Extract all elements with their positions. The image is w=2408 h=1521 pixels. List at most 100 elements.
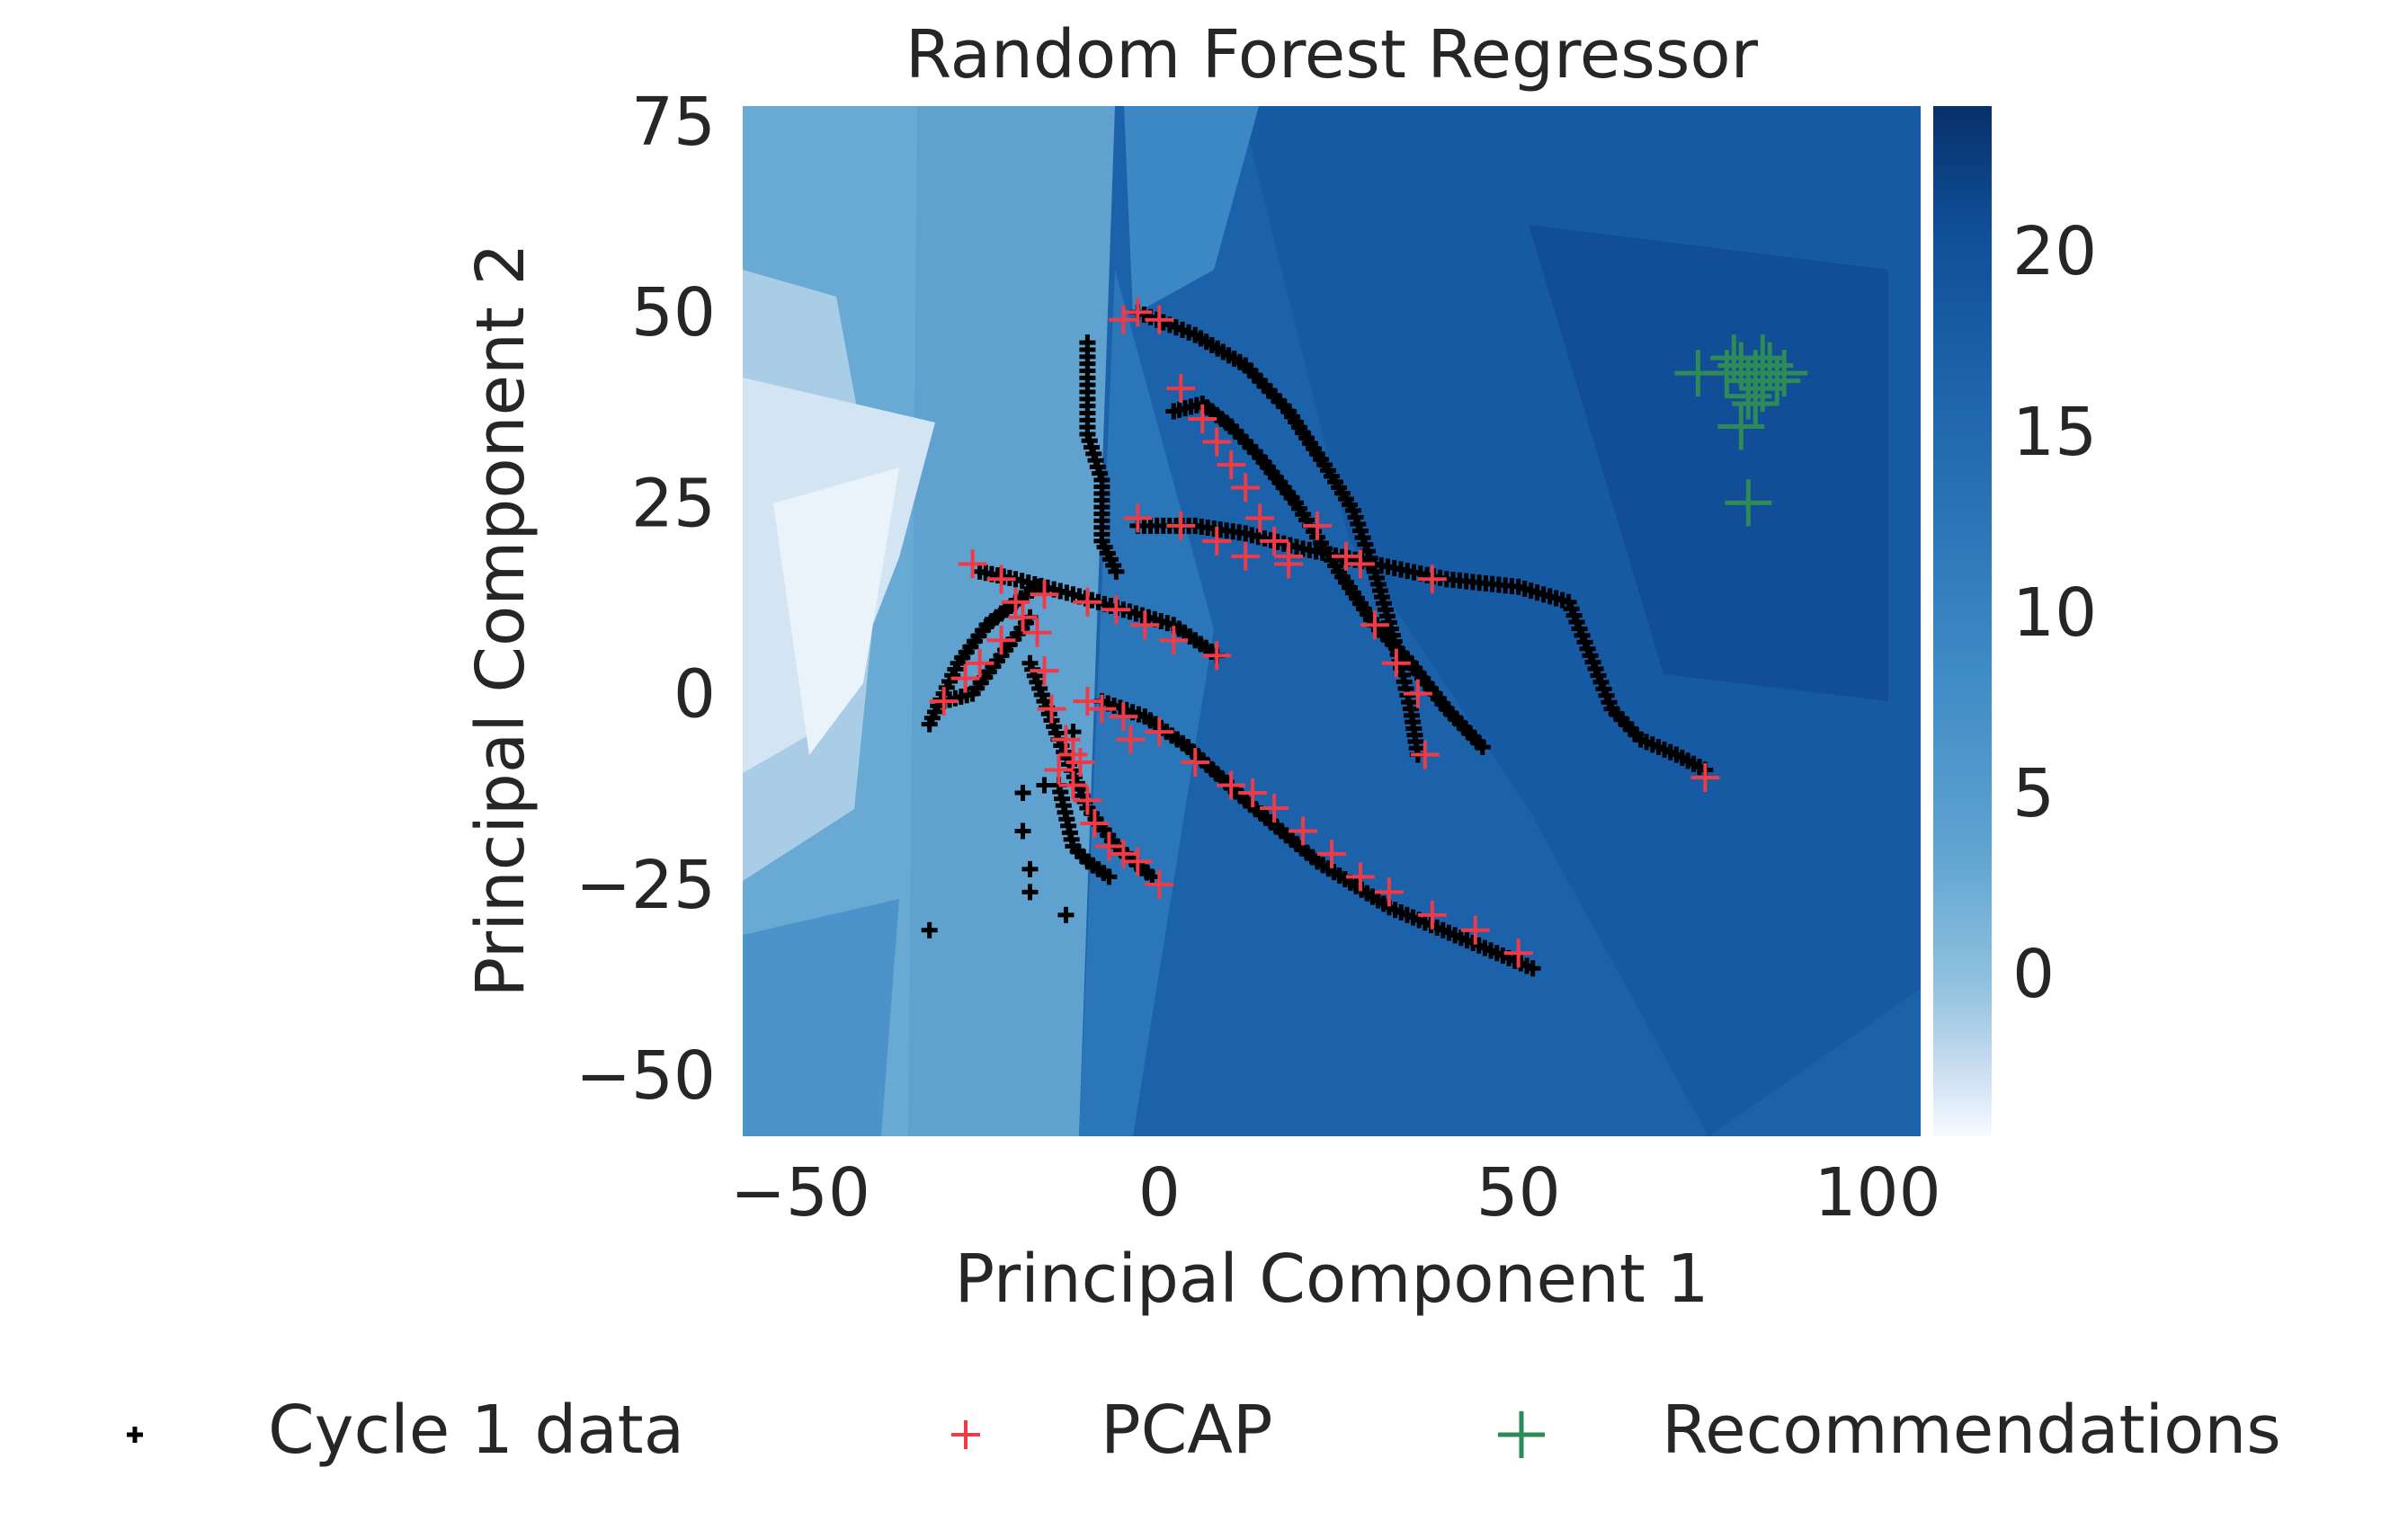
data-point (1202, 526, 1232, 556)
x-tick-label: 0 (1138, 1154, 1181, 1232)
colorbar-gradient (1933, 106, 1992, 1136)
data-point (1116, 725, 1146, 754)
chart-title: Random Forest Regressor (905, 16, 1759, 93)
data-point (1303, 511, 1333, 540)
data-point (1345, 549, 1375, 579)
data-point (1217, 770, 1246, 800)
data-point (1130, 610, 1160, 640)
legend-label-recommendations: Recommendations (1662, 1392, 2281, 1469)
data-point (1014, 823, 1031, 840)
data-point (1058, 770, 1088, 800)
data-point (1008, 602, 1038, 632)
data-point (1274, 549, 1304, 579)
data-point (1260, 793, 1289, 823)
y-tick-label: −25 (575, 847, 716, 924)
data-point (1374, 877, 1404, 907)
data-point (1109, 839, 1138, 868)
data-point (1732, 380, 1779, 428)
data-point (1381, 648, 1411, 678)
data-point (1145, 305, 1174, 334)
legend-marker (951, 1420, 980, 1449)
colorbar-tick-label: 10 (2012, 574, 2097, 652)
data-point (1360, 610, 1389, 640)
data-point (1725, 372, 1772, 420)
y-tick-label: 75 (631, 84, 716, 161)
data-point (1474, 739, 1491, 756)
data-point (1109, 702, 1138, 732)
data-point (1417, 565, 1447, 594)
data-point (1030, 580, 1059, 609)
data-point (1289, 816, 1318, 846)
series-1 (929, 298, 1720, 968)
data-point (950, 663, 980, 693)
legend-item-recommendations: Recommendations (1498, 1392, 2281, 1469)
data-point (986, 565, 1016, 594)
y-axis-label: Principal Component 2 (462, 243, 540, 997)
data-point (1181, 748, 1210, 778)
data-point (1345, 862, 1375, 892)
data-point (1761, 350, 1808, 397)
data-point (1188, 405, 1217, 434)
data-point (986, 626, 1016, 655)
data-point (921, 921, 938, 938)
data-point (1094, 832, 1124, 861)
colorbar: 0 5 10 15 20 (1933, 106, 2097, 1136)
data-point (1725, 479, 1772, 527)
data-point (1058, 740, 1088, 769)
data-point (1231, 541, 1261, 571)
data-point (1166, 511, 1196, 540)
data-point (1410, 740, 1440, 769)
data-point (1051, 725, 1081, 754)
x-tick-label: −50 (730, 1154, 870, 1232)
colorbar-tick-label: 5 (2012, 755, 2055, 832)
data-point (1202, 427, 1232, 457)
data-point (1403, 679, 1432, 708)
data-point (1044, 755, 1074, 785)
y-tick-label: 0 (673, 656, 716, 734)
legend-label-cycle1: Cycle 1 data (268, 1392, 684, 1469)
colorbar-tick-label: 15 (2012, 394, 2097, 471)
data-point (1101, 868, 1118, 885)
legend-item-cycle1: Cycle 1 data (127, 1392, 684, 1469)
data-point (1145, 717, 1174, 747)
colorbar-tick-label: 0 (2012, 936, 2055, 1013)
data-point (1145, 869, 1174, 899)
data-point (1001, 587, 1030, 617)
y-tick-label: 50 (631, 274, 716, 351)
data-point (1503, 938, 1533, 968)
data-point (1073, 687, 1102, 716)
data-point (1245, 503, 1275, 533)
data-point (1021, 884, 1039, 901)
data-point (1123, 298, 1153, 327)
data-point (1037, 694, 1066, 724)
data-point (1231, 473, 1261, 503)
data-point (1690, 763, 1720, 793)
x-axis-label: Principal Component 1 (954, 1241, 1708, 1318)
legend-label-pcap: PCAP (1101, 1392, 1273, 1469)
prediction-heatmap (743, 106, 1921, 1136)
data-point (1123, 503, 1153, 533)
data-point (1524, 960, 1541, 977)
y-tick-label: −50 (575, 1037, 716, 1115)
x-tick-label: 50 (1476, 1154, 1561, 1232)
data-point (1417, 900, 1447, 930)
data-point (1123, 847, 1153, 876)
data-point (1202, 641, 1232, 671)
legend-marker (1498, 1411, 1545, 1458)
data-point (1331, 541, 1360, 571)
data-point (1057, 906, 1075, 923)
data-point (1159, 626, 1189, 655)
data-point (1260, 526, 1289, 556)
data-point (1073, 786, 1102, 815)
data-point (1030, 656, 1059, 686)
data-point (929, 687, 959, 716)
data-point (1109, 305, 1138, 334)
data-point (1087, 694, 1117, 724)
data-point (1238, 778, 1268, 807)
legend: Cycle 1 data PCAP Recommendations (127, 1392, 2281, 1469)
data-point (1021, 860, 1039, 877)
data-point (1108, 563, 1125, 580)
x-tick-label: 100 (1814, 1154, 1940, 1232)
series-2 (1674, 334, 1808, 527)
